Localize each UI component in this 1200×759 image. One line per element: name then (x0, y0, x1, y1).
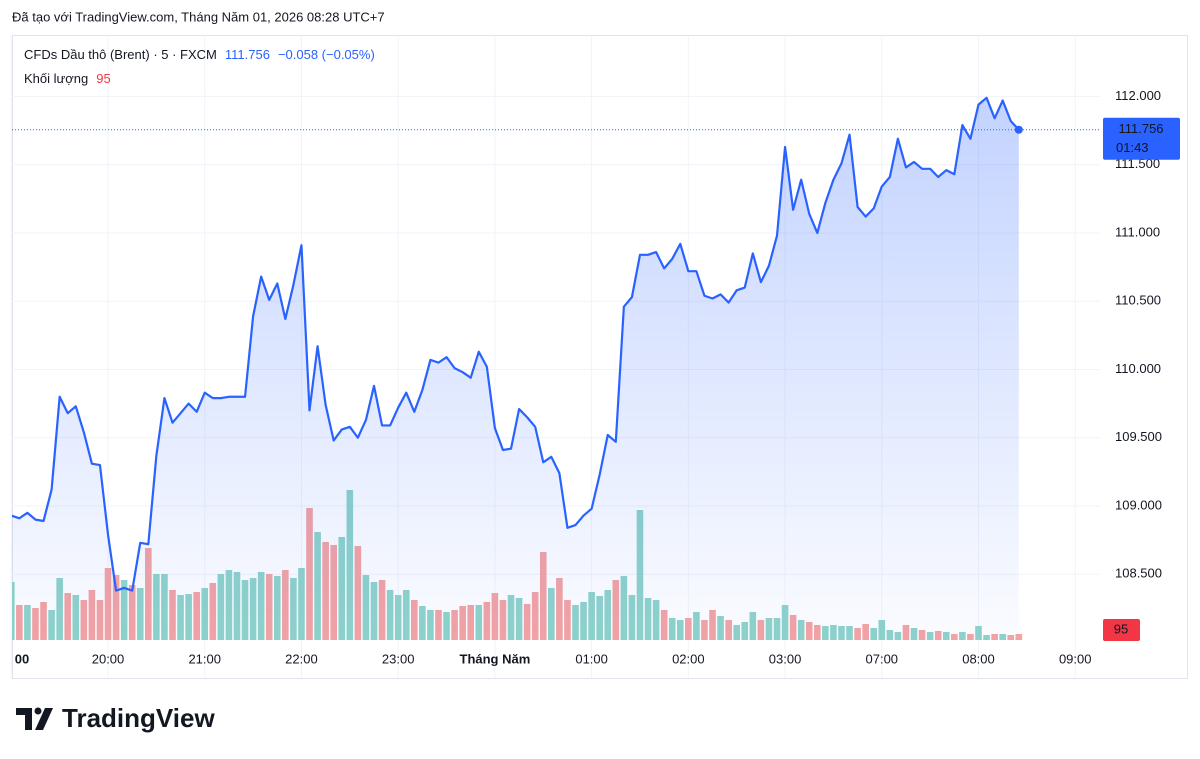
chart-frame (12, 35, 1188, 679)
volume-tag (1103, 619, 1140, 641)
y-tick-label: 108.500 (1115, 566, 1162, 581)
attribution: Đã tạo với TradingView.com, Tháng Năm 01… (12, 9, 385, 24)
y-tick-label: 112.000 (1115, 88, 1161, 103)
logo-icon (16, 708, 32, 730)
y-tick-label: 109.000 (1115, 497, 1162, 512)
x-tick-label: 08:00 (962, 651, 995, 666)
logo-icon (34, 707, 42, 715)
legend-volume: Khối lượng 95 (24, 71, 111, 86)
price-area (12, 97, 1019, 640)
x-tick-label: 21:00 (188, 651, 221, 666)
price-tag-label: 111.756 (1118, 121, 1163, 136)
last-point (1014, 125, 1023, 134)
x-tick-label: 02:00 (672, 651, 705, 666)
y-tick-label: 110.500 (1115, 293, 1161, 308)
x-tick-label: 22:00 (285, 651, 318, 666)
price-change: −0.058 (−0.05%) (278, 47, 375, 62)
volume-last: 95 (96, 71, 110, 86)
x-tick-label: 00 (15, 651, 29, 666)
volume-tag-label: 95 (1114, 621, 1128, 636)
y-tick-label: 111.500 (1115, 156, 1160, 171)
plot-area (12, 96, 1023, 640)
symbol: CFDs Dầu thô (Brent) · 5 · FXCM (24, 47, 217, 62)
price-tag (1103, 117, 1180, 160)
logo-text: TradingView (62, 703, 215, 733)
y-tick-label: 110.000 (1115, 361, 1161, 376)
volume-name: Khối lượng (24, 71, 88, 86)
x-tick-label: Tháng Năm (460, 651, 531, 666)
last-price: 111.756 (225, 47, 270, 62)
x-tick-label: 23:00 (382, 651, 415, 666)
y-tick-label: 109.500 (1115, 429, 1162, 444)
countdown: 01:43 (1116, 140, 1149, 155)
logo: TradingView (16, 703, 215, 733)
logo-icon (35, 708, 53, 730)
x-tick-label: 09:00 (1059, 651, 1092, 666)
x-tick-label: 03:00 (769, 651, 802, 666)
y-tick-label: 111.000 (1115, 224, 1160, 239)
x-tick-label: 01:00 (575, 651, 608, 666)
price-line (12, 96, 1020, 592)
axes: 108.500 109.000 109.500 110.000 110.500 111.0… (12, 88, 1180, 666)
x-tick-label: 20:00 (92, 651, 125, 666)
legend-main: CFDs Dầu thô (Brent) · 5 · FXCM 111.756 −0… (24, 47, 375, 62)
x-tick-label: 07:00 (866, 651, 899, 666)
